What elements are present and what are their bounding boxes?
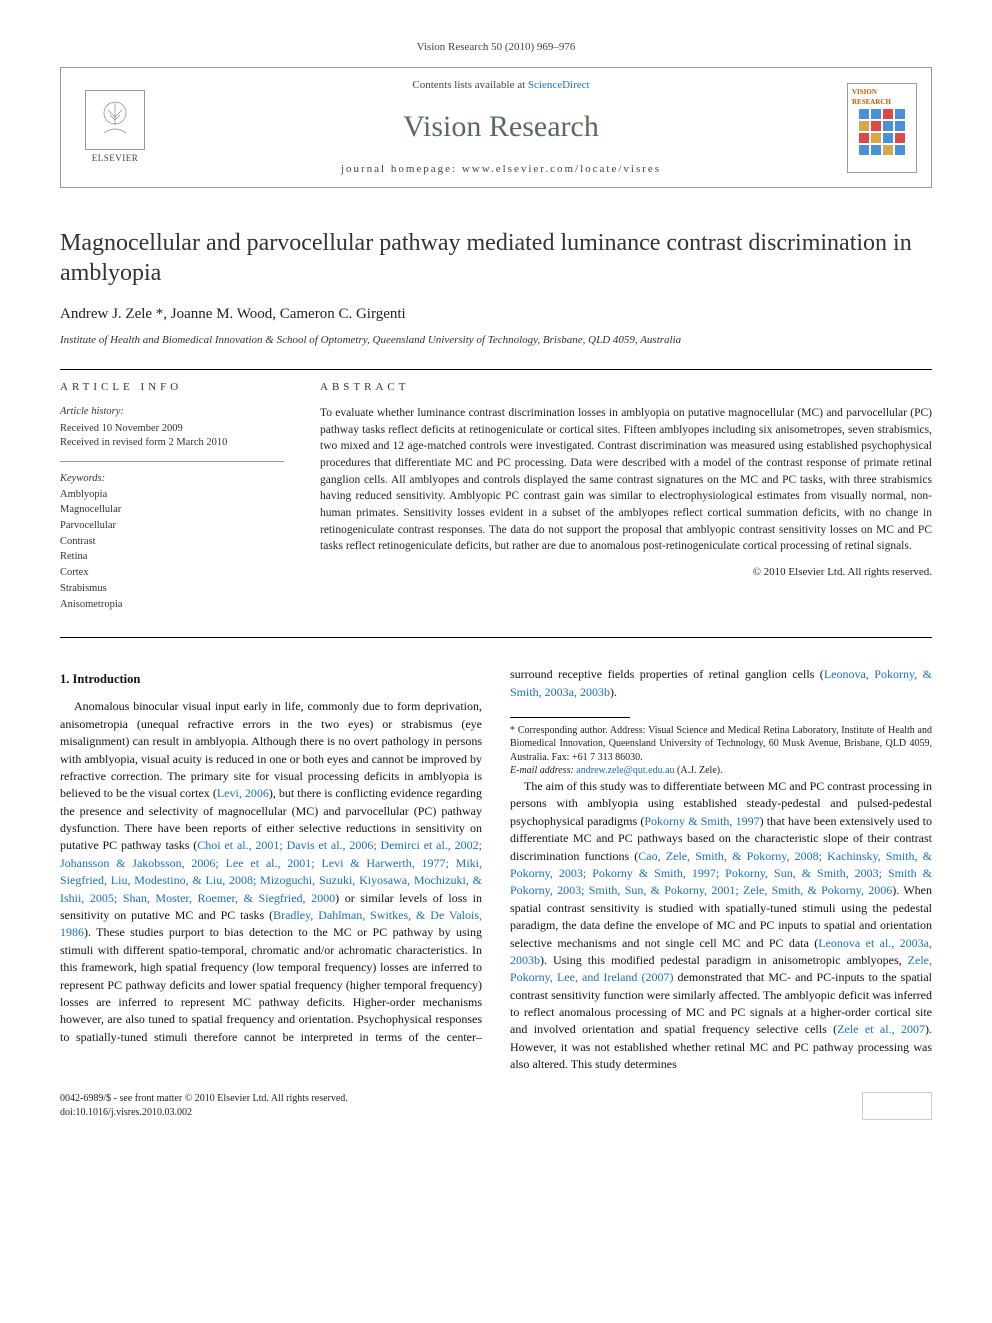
abstract-copyright: © 2010 Elsevier Ltd. All rights reserved… bbox=[320, 565, 932, 580]
keyword: Magnocellular bbox=[60, 503, 284, 518]
article-info: ARTICLE INFO Article history: Received 1… bbox=[60, 370, 300, 638]
footnote-separator bbox=[510, 717, 630, 718]
affiliation: Institute of Health and Biomedical Innov… bbox=[60, 333, 932, 348]
email-suffix: (A.J. Zele). bbox=[675, 765, 723, 776]
footnotes: * Corresponding author. Address: Visual … bbox=[510, 724, 932, 778]
section-heading: 1. Introduction bbox=[60, 670, 482, 688]
journal-title: Vision Research bbox=[155, 106, 847, 148]
history-received: Received 10 November 2009 bbox=[60, 422, 284, 437]
journal-header-box: ELSEVIER Contents lists available at Sci… bbox=[60, 67, 932, 188]
keyword: Cortex bbox=[60, 566, 284, 581]
contents-prefix: Contents lists available at bbox=[412, 79, 527, 91]
running-header: Vision Research 50 (2010) 969–976 bbox=[60, 40, 932, 55]
email-label: E-mail address: bbox=[510, 765, 576, 776]
keyword: Contrast bbox=[60, 535, 284, 550]
footer-logo-icon bbox=[862, 1092, 932, 1120]
info-abstract-row: ARTICLE INFO Article history: Received 1… bbox=[60, 369, 932, 639]
citation-link[interactable]: Zele et al., 2007 bbox=[837, 1022, 925, 1036]
body-paragraph: The aim of this study was to differentia… bbox=[510, 778, 932, 1074]
article-info-heading: ARTICLE INFO bbox=[60, 380, 284, 395]
email-line: E-mail address: andrew.zele@qut.edu.au (… bbox=[510, 764, 932, 778]
homepage-line: journal homepage: www.elsevier.com/locat… bbox=[155, 162, 847, 177]
body-text: 1. Introduction Anomalous binocular visu… bbox=[60, 666, 932, 1073]
elsevier-tree-icon bbox=[85, 90, 145, 150]
citation-link[interactable]: Pokorny & Smith, 1997 bbox=[644, 814, 759, 828]
cover-thumb-title: VISION RESEARCH bbox=[852, 88, 912, 108]
email-link[interactable]: andrew.zele@qut.edu.au bbox=[576, 765, 674, 776]
keyword: Strabismus bbox=[60, 582, 284, 597]
homepage-url[interactable]: www.elsevier.com/locate/visres bbox=[462, 163, 661, 175]
footer-doi-line: doi:10.1016/j.visres.2010.03.002 bbox=[60, 1106, 348, 1120]
homepage-prefix: journal homepage: bbox=[341, 163, 462, 175]
keyword: Retina bbox=[60, 550, 284, 565]
article-title: Magnocellular and parvocellular pathway … bbox=[60, 228, 932, 288]
history-revised: Received in revised form 2 March 2010 bbox=[60, 436, 284, 451]
elsevier-logo: ELSEVIER bbox=[75, 90, 155, 165]
contents-line: Contents lists available at ScienceDirec… bbox=[155, 78, 847, 93]
corresponding-author-note: * Corresponding author. Address: Visual … bbox=[510, 724, 932, 765]
keyword: Parvocellular bbox=[60, 519, 284, 534]
sciencedirect-link[interactable]: ScienceDirect bbox=[528, 79, 590, 91]
footer-issn-line: 0042-6989/$ - see front matter © 2010 El… bbox=[60, 1092, 348, 1106]
elsevier-label: ELSEVIER bbox=[92, 152, 139, 165]
footer-left: 0042-6989/$ - see front matter © 2010 El… bbox=[60, 1092, 348, 1120]
page-footer: 0042-6989/$ - see front matter © 2010 El… bbox=[60, 1092, 932, 1120]
keywords-label: Keywords: bbox=[60, 472, 284, 487]
keyword: Amblyopia bbox=[60, 488, 284, 503]
authors: Andrew J. Zele *, Joanne M. Wood, Camero… bbox=[60, 304, 932, 325]
abstract-body: To evaluate whether luminance contrast d… bbox=[320, 405, 932, 555]
keywords-block: Keywords: Amblyopia Magnocellular Parvoc… bbox=[60, 472, 284, 623]
citation-link[interactable]: Levi, 2006 bbox=[217, 786, 269, 800]
abstract: ABSTRACT To evaluate whether luminance c… bbox=[300, 370, 932, 638]
journal-cover-thumbnail: VISION RESEARCH bbox=[847, 83, 917, 173]
journal-center: Contents lists available at ScienceDirec… bbox=[155, 78, 847, 177]
article-history-block: Article history: Received 10 November 20… bbox=[60, 405, 284, 462]
history-label: Article history: bbox=[60, 405, 284, 420]
keyword: Anisometropia bbox=[60, 598, 284, 613]
abstract-heading: ABSTRACT bbox=[320, 380, 932, 395]
cover-thumb-grid-icon bbox=[859, 109, 905, 155]
